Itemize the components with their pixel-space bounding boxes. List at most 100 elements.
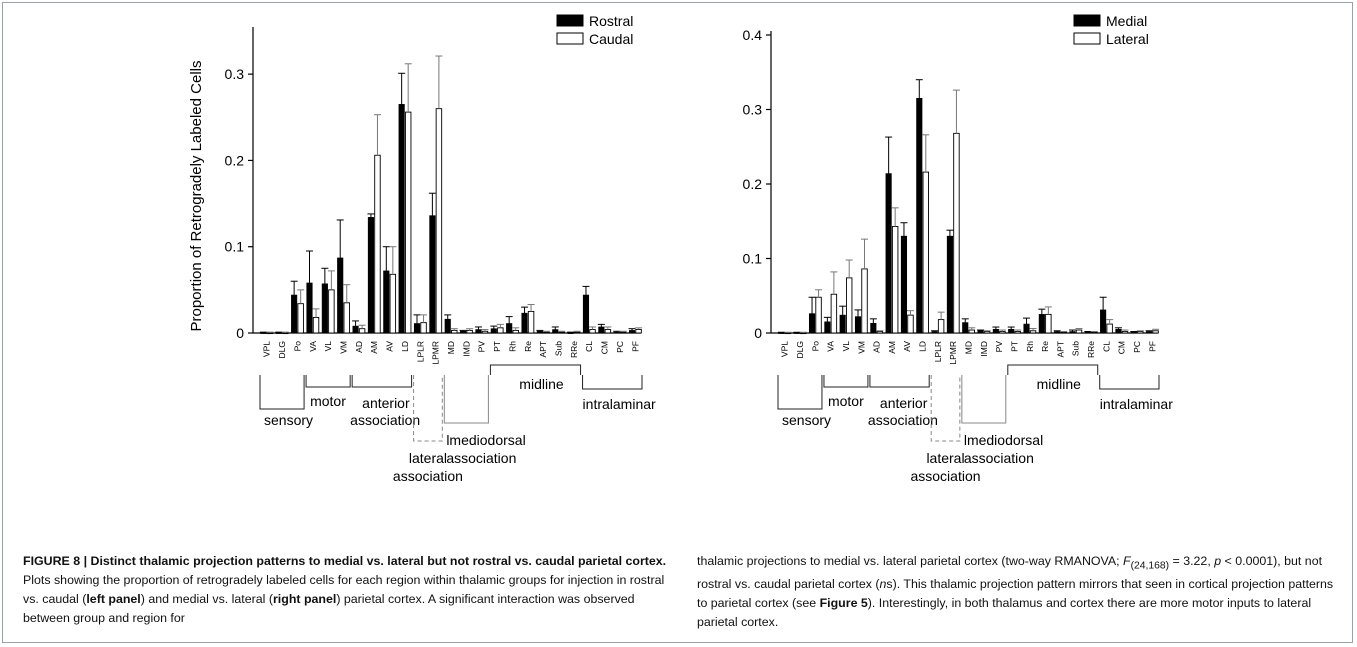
y-tick-label: 0.3 [743, 102, 763, 118]
x-category-label: CM [600, 341, 610, 354]
bar-caudal [343, 302, 350, 334]
bar-medial [793, 332, 800, 334]
x-category-label: VA [826, 341, 836, 352]
group-bracket [305, 375, 351, 388]
figure-charts: 0 0.1 0.2 0.3 Proportion of Retrogradely Lab… [188, 13, 1173, 484]
group-label-motor: motor [828, 393, 864, 409]
x-category-label: LPLR [415, 341, 425, 362]
group-bracket [259, 375, 305, 410]
x-category-label: Rh [507, 341, 517, 352]
group-label-lateral-association: association [393, 468, 463, 484]
y-axis-label: Proportion of Retrogradely Labeled Cells [188, 61, 205, 332]
bar-rostral [490, 328, 497, 334]
bar-rostral [306, 282, 313, 334]
x-category-label: CM [1117, 341, 1127, 354]
caption-stat-f: F [1123, 554, 1131, 568]
legend-label: Rostral [589, 13, 633, 29]
bar-medial [1054, 331, 1061, 334]
caption-text-d: thalamic projections to medial vs. later… [697, 554, 1124, 568]
group-label-anterior: anterior [880, 395, 928, 411]
legend-swatch [556, 32, 584, 45]
group-label-anterior: anterior [362, 395, 410, 411]
x-category-label: Po [810, 341, 820, 352]
bar-caudal [358, 328, 366, 334]
bar-medial [992, 328, 999, 334]
caption-stat-p-rest: < 0.0001), but not rostral vs. caudal pa… [697, 554, 1323, 592]
group-bracket [1099, 375, 1160, 390]
group-bracket [351, 375, 413, 388]
group-label-intralaminar: intralaminar [1100, 396, 1173, 412]
group-bracket [961, 375, 1007, 424]
bar-caudal [481, 330, 489, 334]
x-category-label: LPLR [933, 341, 943, 362]
x-category-label: VPL [262, 341, 272, 357]
x-category-label: DLG [795, 341, 805, 358]
bar-caudal [512, 329, 519, 334]
x-category-label: VA [308, 341, 318, 352]
bar-lateral [937, 319, 945, 334]
bar-lateral [861, 268, 868, 334]
bar-rostral [352, 325, 359, 334]
figure-caption: FIGURE 8 | Distinct thalamic projection … [23, 552, 1343, 632]
legend-swatch [556, 14, 584, 27]
x-category-label: LD [918, 341, 928, 352]
bar-rostral [536, 330, 543, 334]
y-tick-label: 0.1 [225, 239, 245, 255]
caption-text-f: ). Interestingly, in both thalamus and c… [697, 596, 1312, 630]
bar-lateral [830, 293, 838, 334]
legend-label: Lateral [1106, 31, 1149, 47]
legend-label: Medial [1106, 13, 1147, 29]
x-category-label: AM [887, 341, 897, 354]
y-tick-label: 0.2 [225, 152, 245, 168]
bar-medial [824, 321, 831, 334]
caption-left-panel: left panel [86, 592, 141, 606]
bar-rostral [506, 323, 513, 334]
bar-medial [870, 323, 877, 334]
group-bracket [443, 375, 489, 424]
bar-lateral [922, 171, 930, 334]
group-label-midline: midline [519, 376, 564, 392]
x-category-label: AV [385, 341, 395, 352]
group-bracket [777, 375, 823, 410]
bar-medial [808, 313, 816, 334]
bar-rostral [460, 330, 467, 334]
bar-lateral [968, 329, 975, 334]
bar-lateral [845, 277, 853, 334]
bar-medial [977, 330, 984, 334]
caption-text-e: ). This thalamic projection pattern mirr… [697, 577, 1334, 611]
bar-rostral [628, 330, 636, 334]
group-label-anterior-association: association [868, 412, 938, 428]
bar-rostral [429, 215, 436, 334]
bar-caudal [374, 154, 381, 334]
x-category-label: AV [902, 341, 912, 352]
x-category-label: DLG [277, 341, 287, 358]
legend-swatch [1073, 32, 1101, 45]
x-category-label: Po [292, 341, 302, 352]
x-category-label: LD [400, 341, 410, 352]
x-category-label: AD [872, 341, 882, 353]
x-category-label: PV [477, 341, 487, 353]
bar-caudal [451, 329, 458, 334]
y-tick-label: 0.4 [743, 27, 763, 43]
bar-medial [931, 331, 938, 334]
bar-caudal [435, 108, 443, 334]
x-category-label: Sub [1071, 341, 1081, 356]
bar-lateral [876, 331, 884, 334]
bar-rostral [598, 326, 605, 334]
bar-medial [900, 235, 908, 334]
bar-caudal [266, 332, 274, 335]
bar-caudal [312, 317, 320, 334]
x-category-label: PT [1009, 341, 1019, 352]
group-label-mediodorsal: lmediodorsal [964, 432, 1043, 448]
x-category-label: PC [615, 341, 625, 353]
bar-caudal [404, 111, 412, 334]
bar-medial [962, 322, 969, 334]
x-category-label: VL [323, 341, 333, 352]
x-category-label: CL [1101, 341, 1111, 352]
bar-medial [1100, 309, 1107, 334]
group-label-motor: motor [310, 393, 346, 409]
bar-rostral [582, 294, 590, 334]
bar-rostral [444, 318, 451, 334]
bar-caudal [573, 331, 581, 334]
x-category-label: PT [492, 341, 502, 352]
